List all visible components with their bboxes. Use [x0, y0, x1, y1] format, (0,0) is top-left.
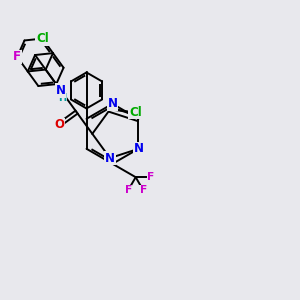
Text: N: N — [105, 152, 115, 165]
Text: H: H — [58, 93, 67, 103]
Text: N: N — [107, 97, 118, 110]
Text: Cl: Cl — [129, 106, 142, 119]
Text: N: N — [134, 142, 143, 155]
Text: N: N — [56, 84, 66, 97]
Text: Cl: Cl — [36, 32, 49, 45]
Text: F: F — [13, 50, 21, 63]
Text: F: F — [140, 185, 147, 195]
Text: F: F — [124, 185, 132, 195]
Text: O: O — [54, 118, 64, 131]
Text: F: F — [147, 172, 154, 182]
